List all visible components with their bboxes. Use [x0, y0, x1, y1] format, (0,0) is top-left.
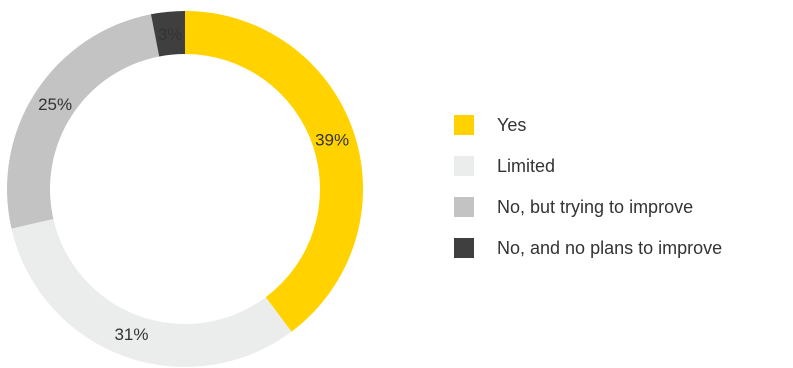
legend-item-limited: Limited	[454, 156, 722, 176]
legend-swatch	[454, 156, 474, 176]
slice-label-limited: 31%	[114, 325, 148, 344]
legend-item-no-but-trying-to-improve: No, but trying to improve	[454, 197, 722, 217]
legend-label: No, and no plans to improve	[497, 237, 723, 258]
legend-label: No, but trying to improve	[497, 196, 694, 217]
legend-item-no-and-no-plans-to-improve: No, and no plans to improve	[454, 238, 722, 258]
slice-no-but-trying-to-improve	[7, 14, 160, 229]
slice-label-no-and-no-plans-to-improve: 3%	[158, 25, 183, 44]
slice-yes	[185, 11, 363, 332]
slice-label-no-but-trying-to-improve: 25%	[38, 95, 72, 114]
legend: Yes Limited No, but trying to improve No, a…	[454, 115, 722, 279]
legend-label: Limited	[497, 155, 556, 176]
legend-label: Yes	[497, 114, 527, 135]
slice-no-and-no-plans-to-improve	[150, 11, 185, 57]
slice-label-yes: 39%	[315, 131, 349, 150]
legend-swatch	[454, 238, 474, 258]
legend-swatch	[454, 115, 474, 135]
legend-item-yes: Yes	[454, 115, 722, 135]
slice-limited	[11, 219, 292, 368]
legend-swatch	[454, 197, 474, 217]
